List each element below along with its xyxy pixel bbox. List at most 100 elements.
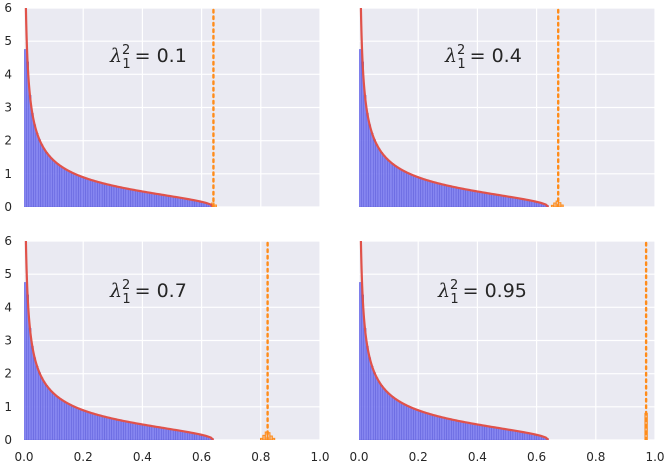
bulk-histogram-bar bbox=[444, 184, 447, 207]
bulk-histogram-bar bbox=[470, 423, 473, 440]
y-tick-label: 1 bbox=[4, 400, 12, 414]
x-tick-label: 0.4 bbox=[133, 450, 152, 464]
bulk-histogram-bar bbox=[123, 420, 127, 440]
bulk-histogram-bar bbox=[441, 417, 445, 440]
x-tick-label: 1.0 bbox=[310, 450, 329, 464]
bulk-histogram-bar bbox=[413, 175, 417, 207]
bulk-histogram-bar bbox=[54, 162, 58, 207]
bulk-histogram-bar bbox=[42, 148, 46, 207]
bulk-histogram-bar bbox=[161, 194, 164, 207]
annotation-value: = 0.1 bbox=[135, 45, 187, 67]
panel-2: λ2 1 = 0.4 bbox=[358, 7, 656, 208]
bulk-histogram-bar bbox=[47, 155, 51, 207]
bulk-histogram-bar bbox=[455, 420, 459, 440]
bulk-histogram-bar bbox=[413, 408, 417, 440]
bulk-histogram-bar bbox=[403, 404, 407, 440]
bulk-histogram-bar bbox=[38, 139, 41, 207]
density-curve bbox=[24, 8, 215, 207]
bulk-histogram-bar bbox=[429, 414, 433, 440]
bulk-histogram-bar bbox=[82, 410, 86, 440]
spike-histogram-bar bbox=[271, 437, 276, 440]
bulk-histogram-bar bbox=[503, 195, 507, 207]
y-tick-label: 6 bbox=[4, 234, 12, 248]
bulk-histogram-bar bbox=[453, 419, 457, 440]
bulk-histogram-bar bbox=[132, 422, 136, 440]
bulk-histogram-bar bbox=[182, 198, 186, 207]
bulk-histogram-bar bbox=[394, 398, 398, 440]
bulk-histogram-bar bbox=[135, 423, 138, 440]
bulk-histogram-bar bbox=[92, 413, 96, 440]
bulk-histogram-bar bbox=[78, 175, 82, 207]
bulk-histogram-bar bbox=[370, 132, 374, 207]
bulk-histogram-bar bbox=[373, 372, 376, 440]
bulk-histogram-bar bbox=[142, 191, 145, 207]
bulk-histogram-bar bbox=[180, 430, 183, 440]
bulk-histogram-bar bbox=[375, 377, 379, 440]
bulk-histogram-bar bbox=[401, 170, 405, 207]
bulk-histogram-bar bbox=[472, 190, 476, 207]
bulk-histogram-bar bbox=[446, 418, 450, 440]
bulk-histogram-bar bbox=[87, 412, 91, 440]
bulk-histogram-bar bbox=[505, 429, 509, 440]
panel-4: 0.0 0.2 0.4 0.6 0.8 1.0 λ2 1 = 0.95 bbox=[349, 240, 665, 464]
bulk-histogram-bar bbox=[391, 397, 395, 440]
bulk-histogram-bar bbox=[137, 423, 141, 440]
density-curve bbox=[359, 8, 550, 207]
bulk-histogram-bar bbox=[444, 417, 447, 440]
bulk-histogram-bar bbox=[132, 189, 136, 207]
bulk-histogram-bar bbox=[505, 196, 509, 207]
bulk-histogram-bar bbox=[448, 185, 452, 207]
bulk-histogram-bar bbox=[163, 428, 167, 440]
bulk-histogram-bar bbox=[399, 401, 402, 440]
bulk-histogram-bar bbox=[56, 397, 60, 440]
bulk-histogram-bar bbox=[408, 173, 412, 207]
spike-histogram-bar bbox=[560, 204, 564, 207]
bulk-histogram-bar bbox=[410, 407, 414, 440]
bulk-histogram-bar bbox=[493, 194, 497, 207]
bulk-histogram-bar bbox=[87, 179, 91, 207]
bulk-histogram-bar bbox=[460, 421, 464, 440]
bulk-histogram-bar bbox=[462, 188, 466, 207]
bulk-histogram-bar bbox=[158, 427, 162, 440]
bulk-histogram-bar bbox=[177, 197, 181, 207]
bulk-histogram-bar bbox=[35, 132, 39, 207]
bulk-histogram-bar bbox=[165, 195, 169, 207]
bulk-histogram-bar bbox=[365, 112, 369, 207]
bulk-histogram-bar bbox=[441, 184, 445, 207]
plot-area bbox=[24, 8, 217, 207]
bulk-histogram-bar bbox=[474, 191, 478, 207]
bulk-histogram-bar bbox=[154, 193, 157, 207]
bulk-histogram-bar bbox=[116, 186, 119, 207]
bulk-histogram-bar bbox=[517, 198, 521, 207]
bulk-histogram-bar bbox=[387, 393, 390, 440]
bulk-histogram-bar bbox=[101, 416, 105, 440]
bulk-histogram-bar bbox=[436, 416, 440, 440]
bulk-histogram-bar bbox=[180, 197, 183, 207]
bulk-histogram-bar bbox=[429, 181, 433, 207]
bulk-histogram-bar bbox=[182, 431, 186, 440]
bulk-histogram-bar bbox=[389, 162, 393, 207]
bulk-histogram-bar bbox=[491, 193, 495, 207]
annotation-subscript: 1 bbox=[122, 292, 130, 307]
bulk-histogram-bar bbox=[146, 192, 150, 207]
bulk-histogram-bar bbox=[52, 160, 55, 207]
bulk-histogram-bar bbox=[97, 414, 100, 440]
bulk-histogram-bar bbox=[359, 282, 362, 440]
bulk-histogram-bar bbox=[436, 183, 440, 207]
x-tick-label: 0.6 bbox=[527, 450, 546, 464]
annotation-value: = 0.7 bbox=[135, 280, 187, 302]
bulk-histogram-bar bbox=[370, 365, 374, 440]
bulk-histogram-bar bbox=[73, 406, 77, 440]
bulk-histogram-bar bbox=[64, 401, 67, 440]
bulk-histogram-bar bbox=[517, 431, 521, 440]
bulk-histogram-bar bbox=[127, 188, 131, 207]
bulk-histogram-bar bbox=[422, 412, 426, 440]
y-tick-label: 6 bbox=[4, 1, 12, 15]
bulk-histogram-bar bbox=[139, 424, 143, 440]
bulk-histogram-bar bbox=[125, 188, 129, 207]
bulk-histogram-bar bbox=[118, 419, 122, 440]
bulk-histogram-bar bbox=[106, 417, 110, 440]
bulk-histogram-bar bbox=[410, 174, 414, 207]
bulk-histogram-bar bbox=[40, 144, 44, 207]
